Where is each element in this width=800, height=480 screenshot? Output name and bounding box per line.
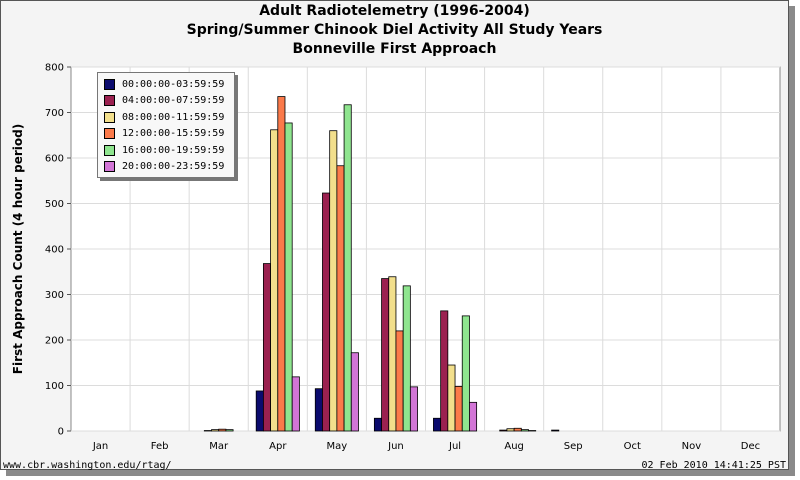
bar bbox=[329, 130, 338, 432]
bar bbox=[433, 417, 442, 432]
bar bbox=[381, 278, 390, 432]
bar bbox=[225, 429, 234, 432]
bar bbox=[343, 104, 352, 432]
bar bbox=[350, 352, 359, 432]
bar bbox=[270, 129, 279, 432]
footer-timestamp: 02 Feb 2010 14:41:25 PST bbox=[641, 460, 787, 471]
bar bbox=[402, 285, 411, 432]
x-tick-label: Oct bbox=[624, 441, 641, 452]
legend-swatch bbox=[104, 95, 115, 107]
bar bbox=[336, 165, 345, 432]
legend-item: 20:00:00-23:59:59 bbox=[104, 159, 230, 176]
footer-url[interactable]: www.cbr.washington.edu/rtag/ bbox=[3, 460, 172, 471]
bar bbox=[314, 388, 323, 432]
legend-item: 04:00:00-07:59:59 bbox=[104, 93, 230, 110]
bar bbox=[262, 263, 271, 432]
x-tick-label: Dec bbox=[741, 441, 760, 452]
bar bbox=[284, 122, 293, 432]
bar bbox=[551, 429, 560, 432]
y-tick-label: 700 bbox=[45, 108, 64, 119]
legend-swatch bbox=[104, 161, 115, 173]
bar bbox=[255, 390, 264, 432]
bar bbox=[454, 386, 463, 432]
legend-item: 16:00:00-19:59:59 bbox=[104, 142, 230, 159]
y-tick-label: 0 bbox=[58, 427, 64, 438]
frame-shadow-bottom bbox=[6, 470, 795, 476]
x-tick-label: Jan bbox=[92, 441, 108, 452]
x-tick-label: May bbox=[327, 441, 348, 452]
y-tick-label: 100 bbox=[45, 381, 64, 392]
x-tick-label: Jul bbox=[448, 441, 461, 452]
legend-label: 16:00:00-19:59:59 bbox=[122, 144, 225, 156]
x-axis-ticks: Jan Feb Mar Apr May Jun Jul Aug Sep Oct Nov Dec bbox=[92, 441, 760, 452]
y-tick-label: 800 bbox=[45, 63, 64, 74]
chart-title: Adult Radiotelemetry (1996-2004) bbox=[259, 3, 530, 19]
bar bbox=[388, 276, 397, 432]
bar bbox=[211, 429, 220, 432]
y-tick-label: 600 bbox=[45, 154, 64, 165]
legend-item: 00:00:00-03:59:59 bbox=[104, 76, 230, 93]
x-tick-label: Aug bbox=[504, 441, 524, 452]
x-tick-label: Mar bbox=[209, 441, 229, 452]
legend-swatch bbox=[104, 111, 115, 123]
bar bbox=[461, 315, 470, 432]
grid bbox=[71, 66, 780, 432]
frame-shadow-right bbox=[789, 6, 795, 476]
y-axis-ticks: 0 100 200 300 400 500 600 700 800 bbox=[45, 63, 71, 438]
bar bbox=[277, 96, 286, 432]
legend-label: 08:00:00-11:59:59 bbox=[122, 111, 225, 123]
x-tick-label: Nov bbox=[682, 441, 702, 452]
x-tick-label: Sep bbox=[564, 441, 583, 452]
bar bbox=[218, 428, 227, 432]
y-tick-label: 400 bbox=[45, 245, 64, 256]
legend-label: 04:00:00-07:59:59 bbox=[122, 95, 225, 107]
bar bbox=[469, 401, 478, 432]
chart-subtitle-2: Bonneville First Approach bbox=[292, 41, 497, 57]
y-tick-label: 200 bbox=[45, 336, 64, 347]
bar bbox=[513, 427, 522, 432]
y-tick-label: 300 bbox=[45, 290, 64, 301]
bar bbox=[373, 417, 382, 432]
bar bbox=[499, 429, 508, 432]
bar bbox=[409, 386, 418, 432]
y-axis-label: First Approach Count (4 hour period) bbox=[11, 124, 25, 374]
legend-label: 00:00:00-03:59:59 bbox=[122, 78, 225, 90]
legend: 00:00:00-03:59:59 04:00:00-07:59:59 08:00:… bbox=[97, 72, 235, 178]
bar bbox=[322, 192, 331, 432]
bar bbox=[506, 428, 515, 432]
legend-item: 08:00:00-11:59:59 bbox=[104, 109, 230, 126]
x-tick-label: Apr bbox=[269, 441, 287, 452]
legend-item: 12:00:00-15:59:59 bbox=[104, 126, 230, 143]
bar bbox=[395, 330, 404, 432]
legend-label: 12:00:00-15:59:59 bbox=[122, 128, 225, 140]
y-tick-label: 500 bbox=[45, 199, 64, 210]
legend-swatch bbox=[104, 78, 115, 90]
bar-chart: 0 100 200 300 400 500 600 700 800 Jan Feb Mar Apr Ma… bbox=[11, 63, 781, 452]
bar bbox=[447, 364, 456, 432]
chart-subtitle: Spring/Summer Chinook Diel Activity All … bbox=[186, 22, 603, 38]
legend-swatch bbox=[104, 128, 115, 140]
legend-swatch bbox=[104, 144, 115, 156]
x-tick-label: Feb bbox=[151, 441, 169, 452]
x-tick-label: Jun bbox=[387, 441, 404, 452]
legend-label: 20:00:00-23:59:59 bbox=[122, 161, 225, 173]
bar bbox=[520, 429, 529, 432]
bars bbox=[203, 96, 560, 432]
bar bbox=[440, 310, 449, 432]
bar bbox=[291, 376, 300, 432]
